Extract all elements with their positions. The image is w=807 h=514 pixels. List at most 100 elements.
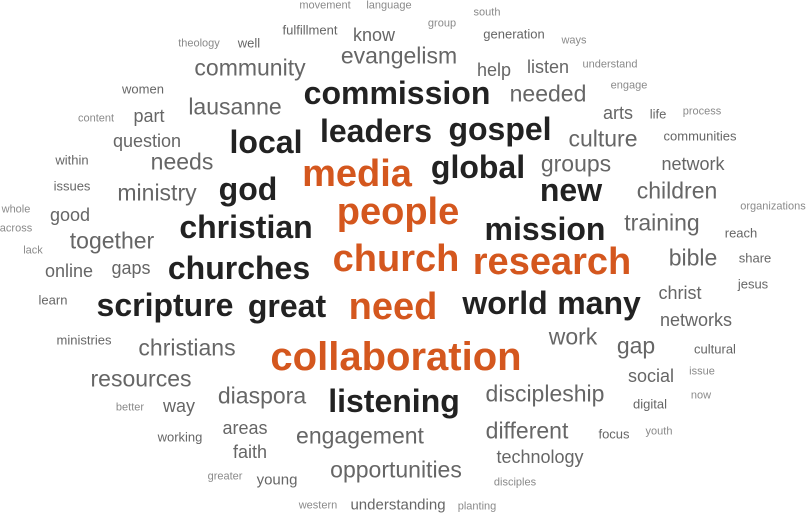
word-arts: arts bbox=[602, 103, 634, 123]
word-networks: networks bbox=[659, 310, 733, 330]
word-process: process bbox=[682, 105, 722, 118]
word-engage: engage bbox=[610, 79, 648, 92]
word-group: group bbox=[427, 17, 457, 30]
word-issues: issues bbox=[53, 178, 91, 194]
word-network: network bbox=[661, 154, 725, 174]
word-understand: understand bbox=[582, 58, 638, 71]
word-needed: needed bbox=[509, 80, 587, 107]
word-new: new bbox=[539, 172, 603, 208]
word-focus: focus bbox=[598, 426, 630, 442]
word-fulfillment: fulfillment bbox=[282, 22, 338, 38]
word-global: global bbox=[430, 149, 526, 185]
word-listening: listening bbox=[328, 383, 460, 419]
word-scripture: scripture bbox=[96, 287, 234, 323]
word-together: together bbox=[69, 227, 155, 254]
word-generation: generation bbox=[483, 26, 545, 42]
word-community: community bbox=[194, 54, 306, 81]
word-engagement: engagement bbox=[296, 422, 424, 449]
word-well: well bbox=[237, 35, 261, 51]
word-online: online bbox=[44, 261, 94, 281]
word-different: different bbox=[485, 417, 569, 444]
word-diaspora: diaspora bbox=[217, 382, 307, 409]
word-within: within bbox=[55, 152, 89, 168]
word-media: media bbox=[302, 153, 412, 195]
word-collaboration: collaboration bbox=[270, 335, 522, 379]
word-movement: movement bbox=[299, 0, 351, 12]
word-gospel: gospel bbox=[448, 111, 552, 147]
word-need: need bbox=[348, 286, 438, 328]
word-people: people bbox=[336, 191, 460, 233]
word-christian: christian bbox=[179, 209, 313, 245]
word-local: local bbox=[229, 124, 303, 160]
word-gap: gap bbox=[616, 332, 656, 359]
word-disciples: disciples bbox=[493, 476, 537, 489]
word-life: life bbox=[649, 106, 667, 122]
word-help: help bbox=[476, 60, 512, 80]
word-christians: christians bbox=[138, 334, 236, 361]
word-now: now bbox=[690, 389, 712, 402]
word-children: children bbox=[636, 177, 718, 204]
word-way: way bbox=[162, 396, 196, 416]
word-digital: digital bbox=[633, 396, 667, 412]
word-discipleship: discipleship bbox=[485, 380, 605, 407]
word-commission: commission bbox=[303, 75, 491, 111]
word-south: south bbox=[473, 6, 501, 19]
word-organizations: organizations bbox=[740, 200, 806, 213]
word-world: world bbox=[462, 285, 548, 321]
word-christ: christ bbox=[658, 283, 702, 303]
word-cultural: cultural bbox=[694, 341, 736, 357]
word-learn: learn bbox=[38, 292, 68, 308]
word-many: many bbox=[557, 285, 641, 321]
word-lack: lack bbox=[23, 244, 43, 257]
word-western: western bbox=[298, 499, 338, 512]
word-greater: greater bbox=[207, 470, 243, 483]
word-theology: theology bbox=[178, 37, 220, 50]
word-youth: youth bbox=[645, 425, 673, 438]
word-issue: issue bbox=[689, 365, 715, 378]
word-planting: planting bbox=[457, 500, 497, 513]
word-church: church bbox=[332, 238, 460, 280]
word-communities: communities bbox=[663, 128, 737, 144]
word-faith: faith bbox=[232, 442, 268, 462]
word-opportunities: opportunities bbox=[330, 456, 462, 483]
word-training: training bbox=[624, 209, 700, 236]
word-technology: technology bbox=[496, 447, 584, 467]
word-jesus: jesus bbox=[737, 276, 769, 292]
word-question: question bbox=[112, 131, 182, 151]
word-social: social bbox=[627, 366, 675, 386]
word-churches: churches bbox=[167, 250, 311, 286]
word-ways: ways bbox=[561, 34, 587, 47]
word-better: better bbox=[115, 401, 145, 414]
word-lausanne: lausanne bbox=[188, 93, 282, 120]
word-content: content bbox=[77, 112, 115, 125]
word-needs: needs bbox=[150, 148, 214, 175]
word-mission: mission bbox=[484, 211, 606, 247]
word-work: work bbox=[548, 323, 598, 350]
word-areas: areas bbox=[222, 418, 268, 438]
word-god: god bbox=[218, 171, 278, 207]
word-groups: groups bbox=[540, 150, 612, 177]
word-resources: resources bbox=[90, 365, 192, 392]
word-know: know bbox=[352, 25, 396, 45]
word-gaps: gaps bbox=[111, 258, 151, 278]
word-language: language bbox=[366, 0, 412, 12]
word-ministry: ministry bbox=[117, 179, 197, 206]
word-ministries: ministries bbox=[56, 332, 112, 348]
word-great: great bbox=[247, 288, 327, 324]
word-culture: culture bbox=[568, 125, 638, 152]
word-research: research bbox=[472, 241, 632, 283]
word-understanding: understanding bbox=[350, 496, 446, 514]
word-young: young bbox=[256, 471, 298, 489]
word-women: women bbox=[122, 81, 164, 97]
word-bible: bible bbox=[668, 244, 718, 271]
word-working: working bbox=[157, 429, 203, 445]
word-share: share bbox=[738, 250, 772, 266]
word-whole: whole bbox=[1, 203, 31, 216]
word-good: good bbox=[49, 205, 91, 225]
word-part: part bbox=[133, 106, 165, 126]
word-reach: reach bbox=[724, 225, 758, 241]
word-leaders: leaders bbox=[319, 113, 433, 149]
word-listen: listen bbox=[526, 57, 570, 77]
word-evangelism: evangelism bbox=[340, 42, 458, 69]
